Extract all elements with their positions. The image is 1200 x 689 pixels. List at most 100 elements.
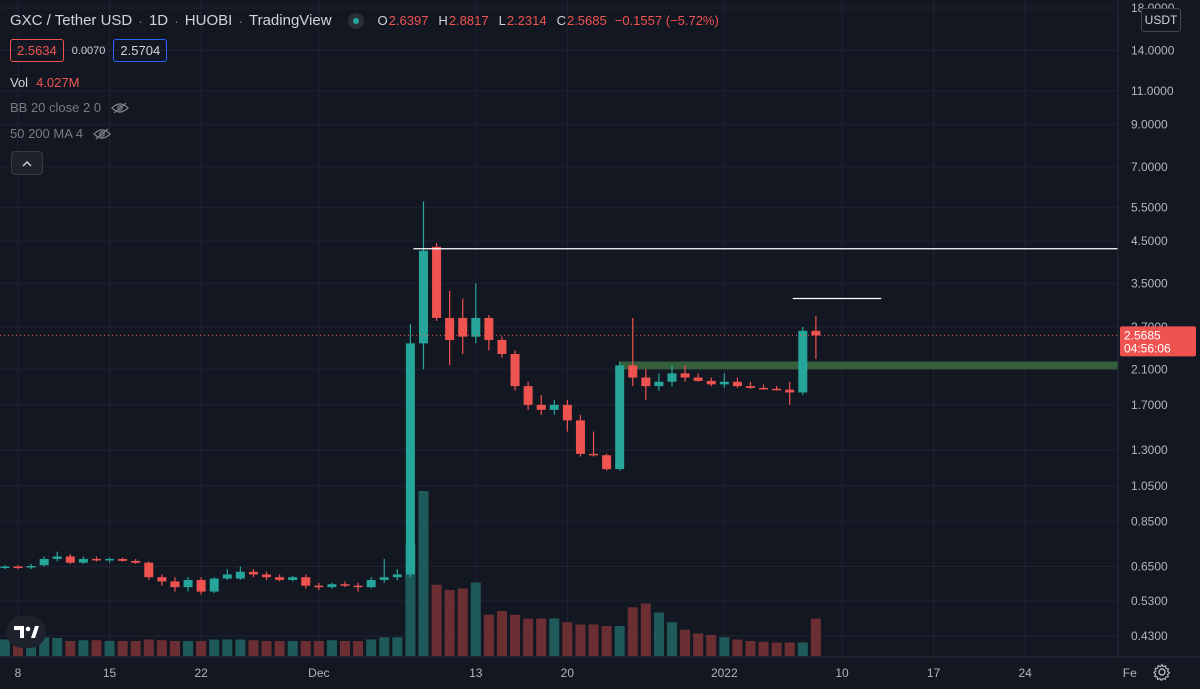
volume-bar [627, 607, 638, 656]
volume-bar [732, 639, 743, 656]
candle-body [798, 330, 808, 393]
candle-body [275, 577, 285, 580]
low-value: 2.2314 [506, 13, 547, 28]
separator-dot: · [138, 12, 143, 29]
volume-bar [300, 641, 311, 656]
candle-body [379, 577, 389, 580]
candle-body [575, 420, 585, 454]
indicator-bb-label: BB 20 close 2 0 [10, 100, 102, 115]
volume-bar [235, 639, 246, 656]
volume-bar [261, 641, 272, 656]
buy-button[interactable]: 2.5704 [113, 39, 168, 62]
volume-bar [104, 641, 115, 656]
time-axis[interactable] [0, 657, 1200, 689]
candle-body [654, 381, 664, 387]
currency-button[interactable]: USDT [1141, 8, 1181, 32]
candle-body [549, 404, 559, 410]
gear-icon [1153, 663, 1171, 681]
support-zone[interactable] [619, 361, 1200, 370]
volume-bar [680, 629, 691, 656]
volume-bar [457, 588, 468, 656]
candle-body [471, 317, 481, 337]
market-status-icon[interactable] [347, 12, 364, 29]
volume-bar [274, 641, 285, 656]
candle-body [602, 455, 612, 470]
candle-body [510, 354, 520, 387]
change-value: −0.1557 (−5.72%) [614, 13, 719, 28]
indicator-ma[interactable]: 50 200 MA 4 [10, 126, 111, 141]
candle-body [536, 404, 546, 410]
candle-body [288, 577, 298, 580]
volume-bar [510, 614, 521, 656]
volume-bar [91, 640, 102, 656]
separator-dot: · [238, 12, 243, 29]
price-tick-label: 0.4300 [1131, 629, 1168, 643]
candle-body [13, 566, 23, 569]
candle-body [65, 556, 75, 563]
candle-body [340, 584, 350, 586]
symbol-legend: GXC / Tether USD · 1D · HUOBI · TradingV… [10, 12, 719, 29]
low-label: L [498, 13, 506, 28]
candle-body [405, 343, 415, 575]
eye-off-icon[interactable] [93, 128, 111, 140]
candle-body [366, 579, 376, 588]
price-tick-label: 7.0000 [1131, 160, 1168, 174]
indicator-ma-label: 50 200 MA 4 [10, 126, 83, 141]
volume-bar [340, 641, 350, 656]
settings-button[interactable] [1150, 660, 1174, 684]
volume-bar [169, 641, 180, 656]
candle-body [248, 571, 258, 575]
candle-body [327, 584, 337, 588]
candle-body [693, 377, 703, 381]
time-tick-label: 10 [835, 666, 849, 680]
volume-bar [183, 641, 194, 656]
indicator-bb[interactable]: BB 20 close 2 0 [10, 100, 129, 115]
time-tick-label: 17 [927, 666, 941, 680]
candle-body [432, 246, 442, 318]
candle-body [314, 585, 324, 588]
eye-off-icon[interactable] [111, 102, 129, 114]
candle-body [628, 365, 638, 378]
source-label: TradingView [248, 12, 332, 29]
tradingview-logo[interactable] [6, 616, 46, 648]
candle-body [667, 373, 677, 382]
time-tick-label: Dec [308, 666, 329, 680]
candle-body [641, 377, 651, 387]
candle-body [353, 585, 363, 588]
volume-bar [667, 622, 677, 656]
volume-bar [0, 639, 10, 656]
candle-body [39, 558, 49, 566]
volume-bar [693, 633, 704, 656]
countdown-value: 04:56:06 [1124, 341, 1171, 355]
volume-bar [575, 624, 586, 656]
volume-label: Vol [10, 75, 29, 90]
candle-body [235, 571, 245, 579]
volume-bar [797, 642, 808, 656]
open-value: 2.6397 [388, 13, 429, 28]
close-label: C [556, 13, 566, 28]
time-tick-label: 15 [103, 666, 117, 680]
candle-body [772, 388, 782, 391]
volume-bar [431, 584, 442, 656]
volume-bar [810, 618, 821, 656]
interval-label[interactable]: 1D [148, 12, 169, 29]
price-tick-label: 9.0000 [1131, 118, 1168, 132]
candle-body [131, 560, 141, 563]
volume-bar [588, 624, 599, 656]
symbol-name[interactable]: GXC / Tether USD [10, 12, 133, 29]
collapse-legend-button[interactable] [11, 151, 43, 175]
price-tick-label: 0.5300 [1131, 594, 1168, 608]
time-tick-label: 20 [561, 666, 575, 680]
volume-bar [392, 637, 403, 656]
candle-body [52, 556, 62, 559]
volume-bar [26, 641, 37, 656]
volume-bar [248, 640, 259, 656]
candle-body [458, 317, 468, 337]
price-tick-label: 1.3000 [1131, 443, 1168, 457]
volume-bar [483, 614, 494, 656]
sell-button[interactable]: 2.5634 [10, 39, 64, 62]
volume-bar [771, 642, 782, 656]
price-tick-label: 14.0000 [1131, 43, 1175, 57]
